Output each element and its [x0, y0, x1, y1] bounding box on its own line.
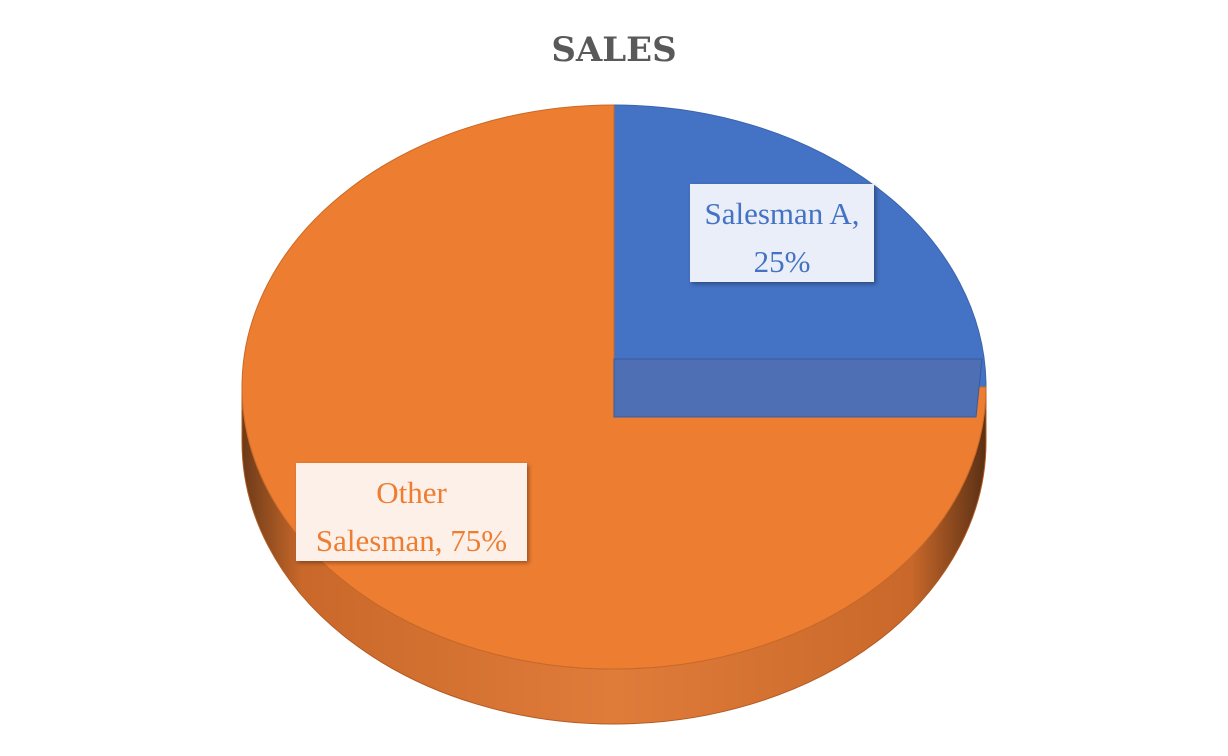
data-label-salesman-a: Salesman A, 25% — [690, 184, 874, 282]
pie-slice-depth-face — [613, 358, 983, 418]
data-label-line: Salesman A, — [705, 196, 860, 231]
data-label-line: Salesman, 75% — [316, 523, 507, 558]
data-label-line: Other — [376, 475, 447, 510]
chart-title: SALES — [551, 30, 676, 70]
data-label-other-salesman: Other Salesman, 75% — [296, 463, 527, 561]
data-label-line: 25% — [754, 244, 811, 279]
